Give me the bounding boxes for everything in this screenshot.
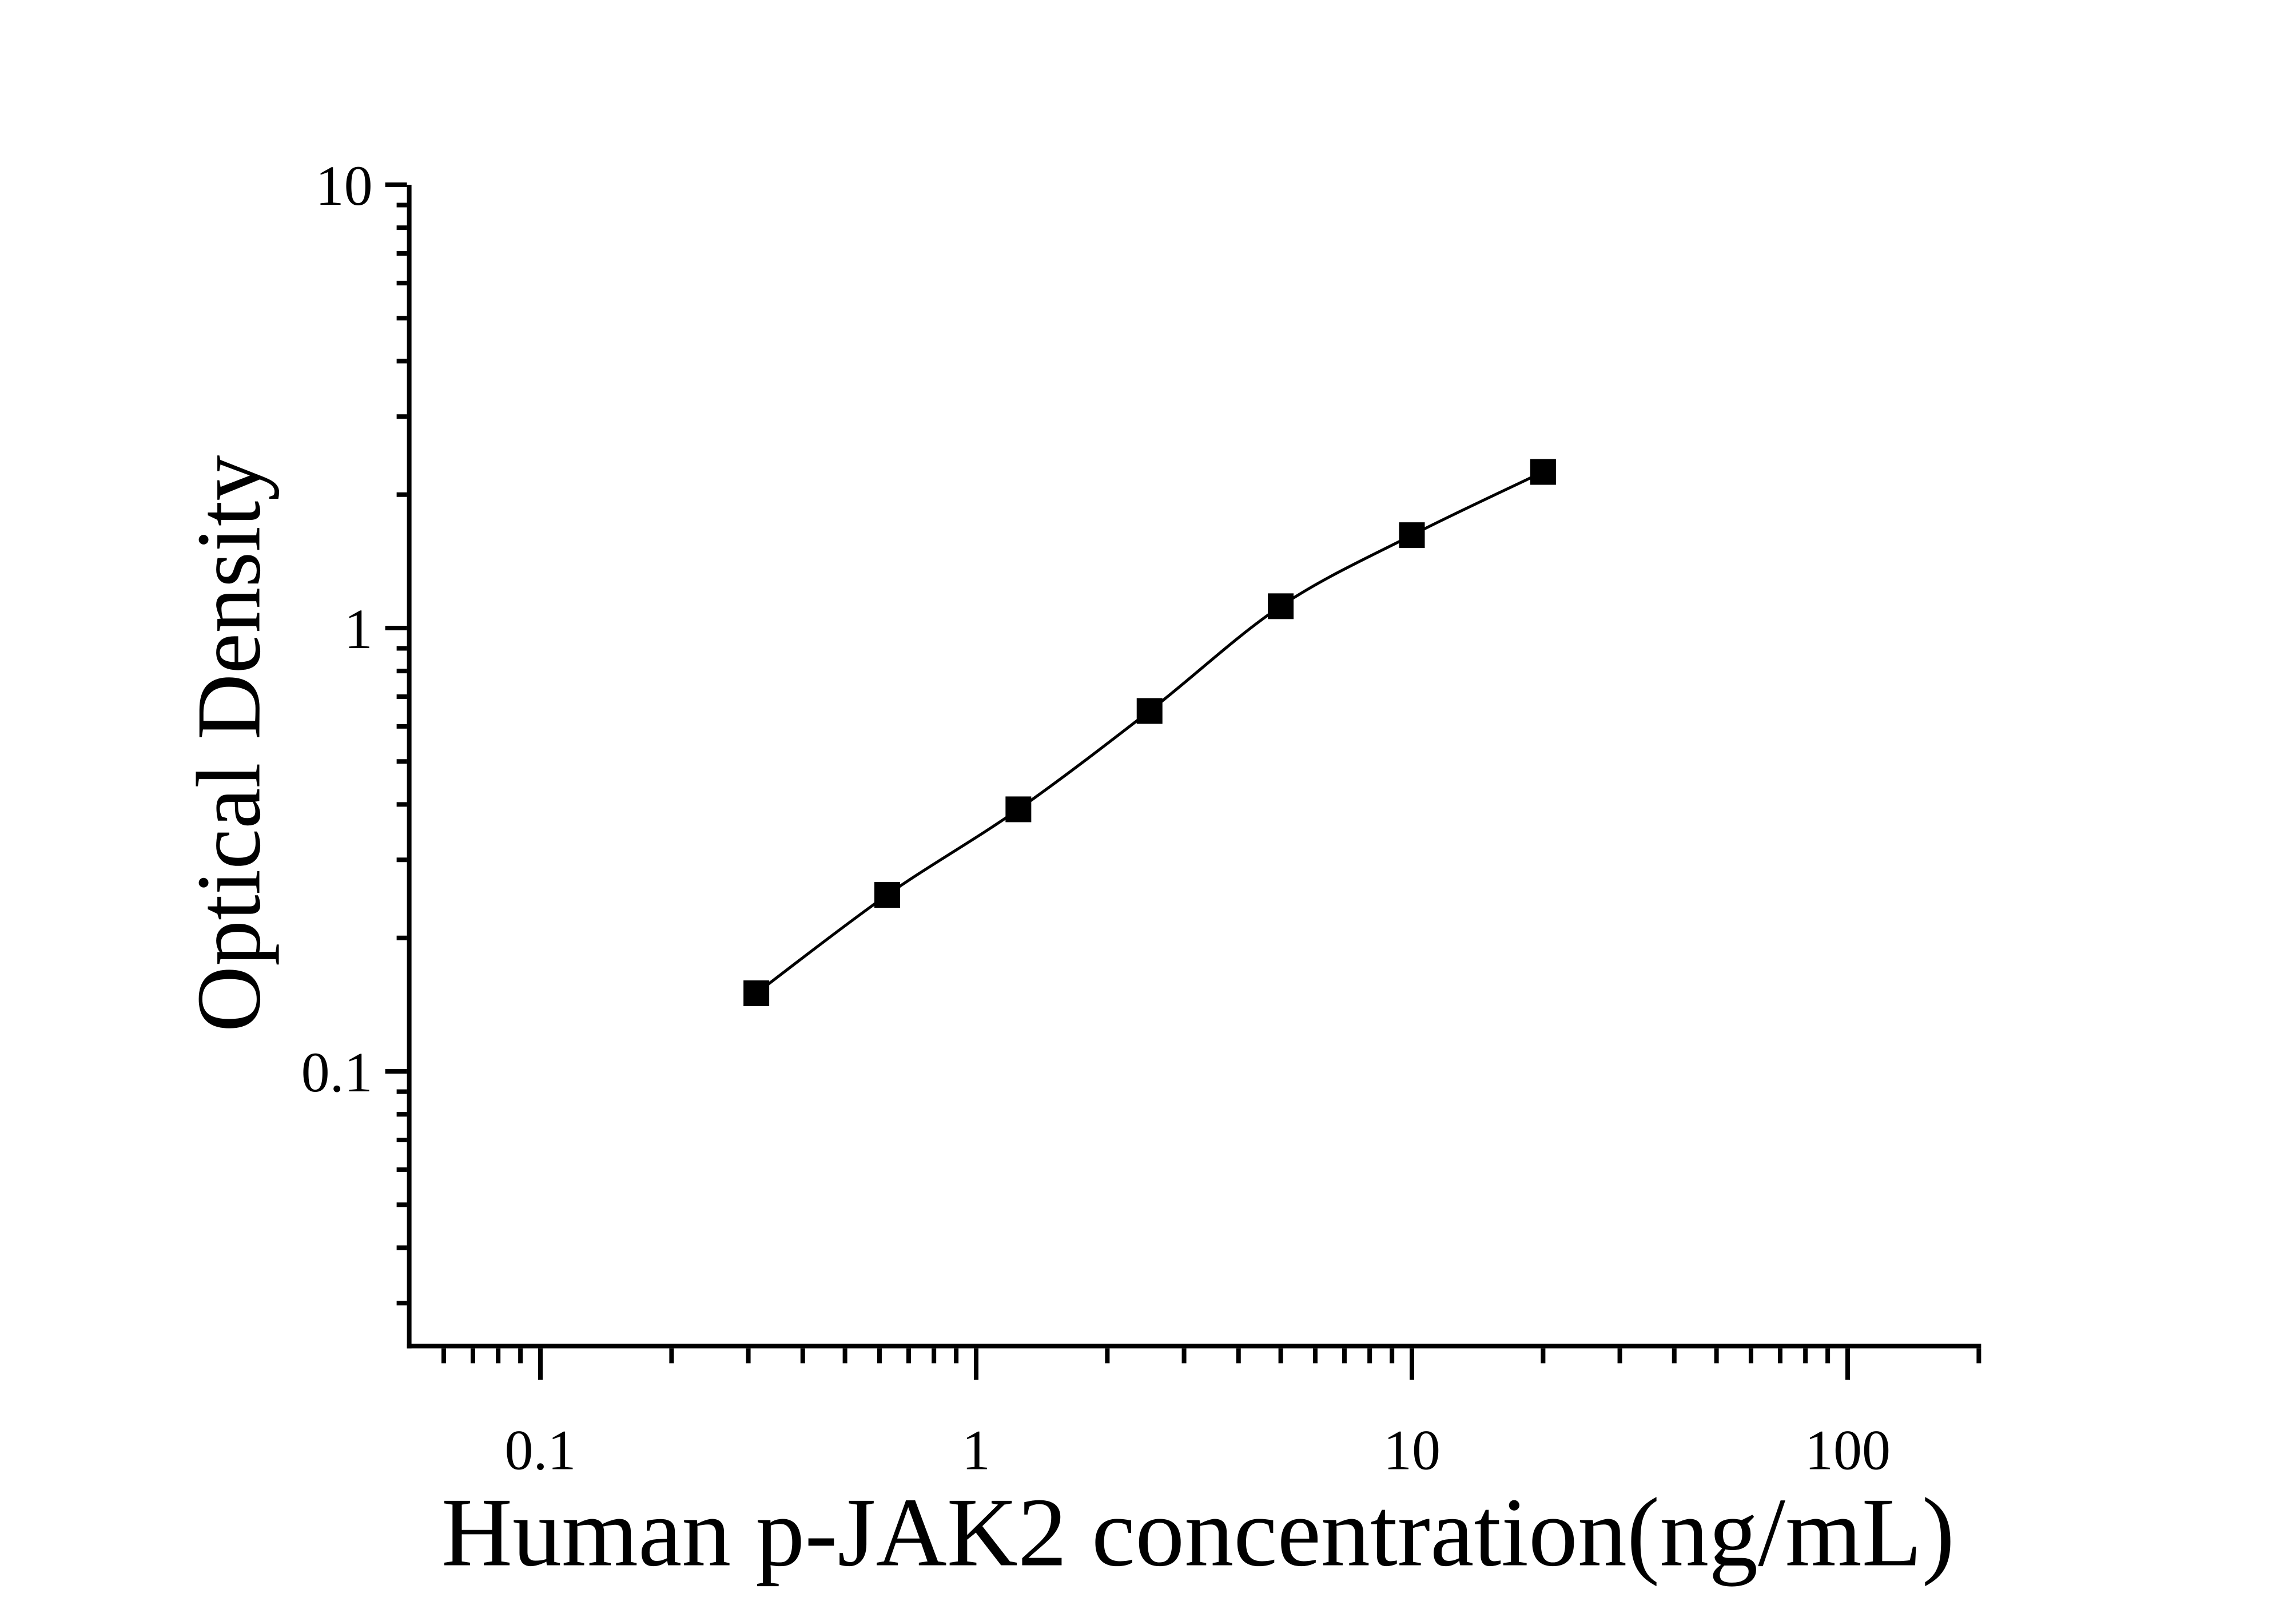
data-point-marker [1005, 796, 1032, 823]
data-point-marker [1530, 459, 1556, 485]
data-point-marker [1399, 522, 1425, 549]
data-point-marker [1268, 593, 1294, 619]
x-tick-label: 100 [1805, 1418, 1891, 1481]
data-point-marker [743, 980, 770, 1007]
data-point-marker [1136, 698, 1163, 724]
y-tick-label: 0.1 [301, 1040, 373, 1104]
data-point-marker [874, 882, 900, 908]
x-tick-label: 0.1 [505, 1418, 576, 1481]
x-tick-label: 1 [962, 1418, 990, 1481]
y-tick-label: 1 [344, 597, 373, 661]
x-axis-title: Human p-JAK2 concentration(ng/mL) [441, 1478, 1955, 1587]
x-tick-label: 10 [1383, 1418, 1441, 1481]
standard-curve-line [755, 470, 1544, 995]
y-axis-label: Optical Density [177, 455, 280, 1032]
y-tick-label: 10 [316, 154, 373, 217]
